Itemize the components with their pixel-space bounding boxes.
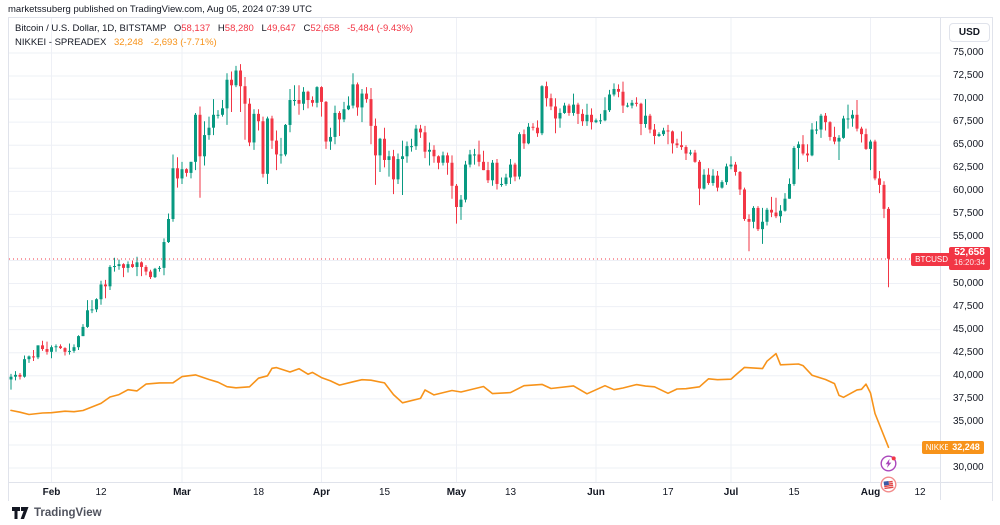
price-tick: 47,500 xyxy=(953,300,984,312)
time-tick: 18 xyxy=(252,487,265,498)
high-value: 58,280 xyxy=(224,23,254,34)
time-tick: Jun xyxy=(587,487,605,498)
btc-symbol-badge: BTCUSD xyxy=(911,252,952,266)
price-tick: 40,000 xyxy=(953,369,984,381)
time-tick: 12 xyxy=(914,487,926,498)
price-tick: 30,000 xyxy=(953,462,984,473)
time-tick: 12 xyxy=(95,487,107,498)
high-label: H xyxy=(217,23,225,34)
price-tick: 57,500 xyxy=(953,208,984,220)
low-label: L xyxy=(261,23,267,34)
nikkei-series-title[interactable]: NIKKEI - SPREADEX xyxy=(15,37,107,48)
price-tick: 35,000 xyxy=(953,415,984,427)
nikkei-symbol-badge: NIKKEI xyxy=(921,440,956,454)
price-tick: 72,500 xyxy=(953,70,984,82)
price-tick: 60,000 xyxy=(953,185,984,197)
time-tick: Mar xyxy=(173,487,191,498)
tradingview-logo-glyph xyxy=(12,507,29,519)
nikkei-last-price-badge: 32,248 xyxy=(948,440,984,454)
time-tick: 15 xyxy=(788,487,800,498)
time-tick: Aug xyxy=(860,487,881,498)
btc-last-price: 52,658 xyxy=(954,247,985,259)
legend-row-nikkei[interactable]: NIKKEI - SPREADEX 32,248 -2,693 (-7.71%) xyxy=(15,36,413,50)
nikkei-change: -2,693 (-7.71%) xyxy=(150,37,217,48)
price-tick: 55,000 xyxy=(953,231,984,243)
us-economic-event-icon[interactable] xyxy=(880,476,897,493)
attribution-text: marketssuberg published on TradingView.c… xyxy=(8,4,313,15)
btc-change: -5,484 (-9.43%) xyxy=(347,23,414,34)
time-tick: Feb xyxy=(42,487,61,498)
price-tick: 65,000 xyxy=(953,139,984,151)
btc-price-badge: 52,658 16:20:34 xyxy=(949,247,990,271)
btc-bar-countdown: 16:20:34 xyxy=(953,258,986,268)
time-tick: Jul xyxy=(723,487,739,498)
time-tick: 15 xyxy=(378,487,391,498)
price-tick: 50,000 xyxy=(953,277,984,289)
time-tick: 17 xyxy=(662,487,674,498)
currency-usd-button[interactable]: USD xyxy=(948,23,990,42)
open-label: O xyxy=(173,23,182,34)
legend-row-btc[interactable]: Bitcoin / U.S. Dollar, 1D, BITSTAMP O58,… xyxy=(15,22,413,36)
time-axis[interactable]: Feb 12 Mar 18 Apr 15 May 13 Jun 17 Jul 15 Aug 12 xyxy=(9,482,992,501)
chart-panel: Bitcoin / U.S. Dollar, 1D, BITSTAMP O58,… xyxy=(8,17,993,501)
close-value: 52,658 xyxy=(310,23,340,34)
tradingview-logo[interactable]: TradingView xyxy=(12,506,102,520)
open-value: 58,137 xyxy=(181,23,211,34)
time-tick: 13 xyxy=(504,487,517,498)
price-tick: 42,500 xyxy=(953,346,984,358)
price-tick: 62,500 xyxy=(953,162,984,174)
nikkei-value: 32,248 xyxy=(113,37,144,48)
low-value: 49,647 xyxy=(266,23,296,34)
price-tick: 67,500 xyxy=(953,116,984,128)
close-label: C xyxy=(303,23,311,34)
price-chart-plot[interactable] xyxy=(9,18,940,482)
tradingview-logo-text: TradingView xyxy=(34,507,102,519)
time-tick: Apr xyxy=(312,487,331,498)
price-tick: 37,500 xyxy=(953,392,984,404)
time-tick: May xyxy=(446,487,467,498)
btc-series-title[interactable]: Bitcoin / U.S. Dollar, 1D, BITSTAMP xyxy=(15,23,167,34)
news-flash-event-icon[interactable] xyxy=(880,455,897,472)
price-tick: 70,000 xyxy=(953,93,984,105)
price-tick: 45,000 xyxy=(953,323,984,335)
price-tick: 75,000 xyxy=(953,47,984,58)
legend: Bitcoin / U.S. Dollar, 1D, BITSTAMP O58,… xyxy=(15,22,413,50)
